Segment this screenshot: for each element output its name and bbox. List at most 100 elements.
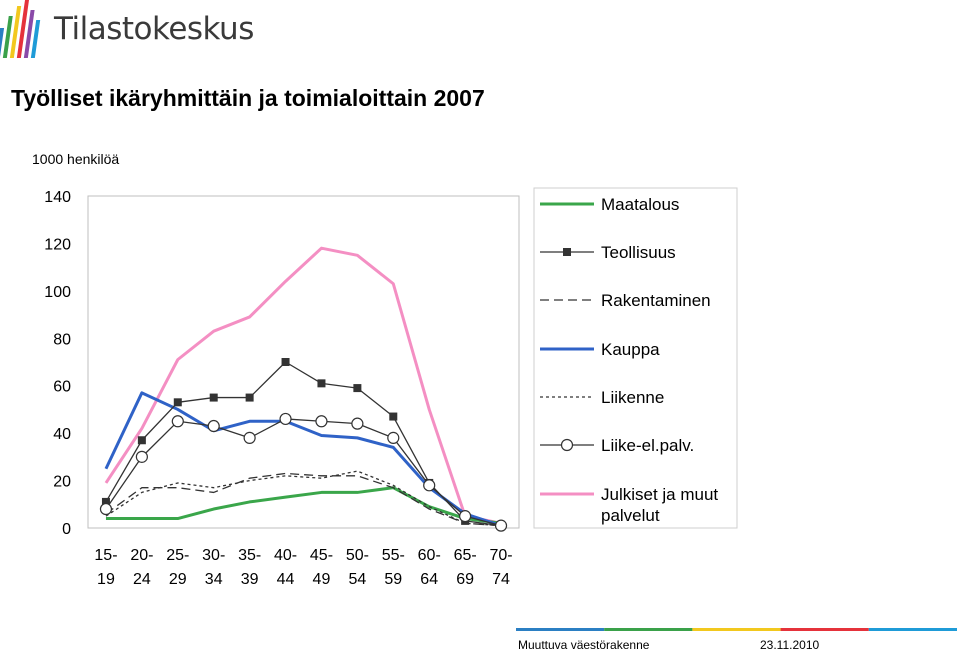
data-point — [389, 412, 398, 421]
x-tick-label: 35- — [238, 547, 261, 564]
tilastokeskus-logo: Tilastokeskus — [0, 0, 260, 62]
series-line — [105, 472, 502, 527]
data-point — [317, 379, 326, 388]
y-tick-label: 120 — [44, 236, 71, 253]
x-tick-label: 34 — [205, 571, 223, 588]
y-tick-label: 40 — [53, 426, 71, 443]
legend-item: Kauppa — [540, 340, 660, 359]
legend-label: Teollisuus — [601, 243, 676, 262]
footer-bar-segment — [516, 628, 605, 631]
x-tick-label: 30- — [202, 547, 225, 564]
legend-item: Rakentaminen — [540, 291, 711, 310]
x-tick-label: 19 — [97, 571, 115, 588]
data-point — [387, 431, 400, 444]
series-line — [105, 361, 502, 527]
x-tick-label: 24 — [133, 571, 151, 588]
logo-stripe — [2, 16, 13, 58]
x-tick-label: 39 — [241, 571, 259, 588]
logo-stripe — [30, 20, 41, 58]
legend-marker — [560, 438, 574, 452]
x-tick-label: 45- — [310, 547, 333, 564]
legend-label: Maatalous — [601, 195, 679, 214]
x-tick-label: 50- — [346, 547, 369, 564]
unit-label: 1000 henkilöä — [32, 151, 120, 167]
y-tick-label: 20 — [53, 474, 71, 491]
x-tick-label: 70- — [489, 547, 512, 564]
legend-label: Rakentaminen — [601, 291, 711, 310]
x-tick-label: 44 — [277, 571, 295, 588]
footer-bar-segment — [604, 628, 693, 631]
y-tick-label: 100 — [44, 284, 71, 301]
legend-label: Liikenne — [601, 388, 664, 407]
data-point — [281, 358, 290, 366]
data-point — [101, 497, 110, 506]
x-tick-label: 59 — [384, 571, 402, 588]
data-point — [171, 415, 184, 428]
legend-label: Kauppa — [601, 340, 660, 359]
y-tick-label: 140 — [44, 189, 71, 206]
x-tick-label: 65- — [454, 547, 477, 564]
data-point — [459, 510, 472, 523]
legend-label: Julkiset ja muut — [601, 485, 718, 504]
data-point — [99, 502, 113, 516]
x-tick-label: 64 — [420, 571, 438, 588]
x-tick-label: 29 — [169, 571, 187, 588]
data-point — [423, 479, 436, 492]
series-5 — [99, 412, 508, 532]
data-point — [135, 450, 148, 463]
page-title: Työlliset ikäryhmittäin ja toimialoittai… — [11, 85, 485, 111]
series-line — [104, 391, 502, 528]
footer-date: 23.11.2010 — [760, 638, 820, 652]
legend-marker — [563, 248, 571, 256]
y-tick-label: 80 — [53, 331, 71, 348]
data-point — [207, 419, 220, 433]
data-point — [279, 412, 292, 426]
logo-text: Tilastokeskus — [54, 11, 254, 47]
x-tick-label: 74 — [492, 571, 510, 588]
series-3 — [104, 391, 502, 528]
data-point — [137, 436, 146, 445]
data-point — [353, 384, 362, 393]
x-tick-label: 20- — [130, 547, 153, 564]
legend-label: palvelut — [601, 506, 660, 525]
footer-bar-segment — [692, 628, 781, 631]
series-line — [105, 486, 502, 525]
series-line — [104, 246, 502, 525]
x-tick-label: 40- — [274, 547, 297, 564]
x-tick-label: 25- — [166, 547, 189, 564]
data-point — [245, 393, 254, 402]
data-point — [315, 415, 328, 428]
series-2 — [105, 472, 502, 527]
legend-item: Liike-el.palv. — [540, 436, 694, 455]
series-4 — [105, 470, 502, 527]
data-point — [351, 417, 364, 430]
series-line — [105, 470, 502, 527]
x-tick-label: 69 — [456, 571, 474, 588]
x-tick-label: 55- — [382, 547, 405, 564]
x-tick-label: 60- — [418, 547, 441, 564]
logo-stripe — [16, 0, 29, 58]
series-line — [105, 418, 502, 527]
y-tick-label: 60 — [53, 379, 71, 396]
legend-item: Maatalous — [540, 195, 679, 214]
logo-stripe — [23, 10, 35, 58]
footer-bar-segment — [780, 628, 869, 631]
legend-item: Julkiset ja muut palvelut — [540, 485, 718, 525]
legend-label: Liike-el.palv. — [601, 436, 694, 455]
footer-text: Muuttuva väestörakenne — [518, 638, 650, 652]
data-point — [209, 393, 218, 402]
series-0 — [105, 486, 502, 525]
y-tick-label: 0 — [62, 521, 71, 538]
footer-bar-segment — [868, 628, 957, 631]
legend-box — [533, 187, 738, 529]
legend-item: Teollisuus — [540, 243, 676, 262]
data-point — [243, 431, 256, 444]
logo-mark-icon — [0, 0, 41, 58]
series-1 — [101, 358, 506, 530]
data-point — [173, 398, 182, 407]
logo-stripe — [9, 6, 22, 58]
x-tick-label: 49 — [313, 571, 331, 588]
series-6 — [104, 246, 502, 525]
data-point — [494, 519, 508, 532]
logo-stripe — [0, 28, 5, 58]
